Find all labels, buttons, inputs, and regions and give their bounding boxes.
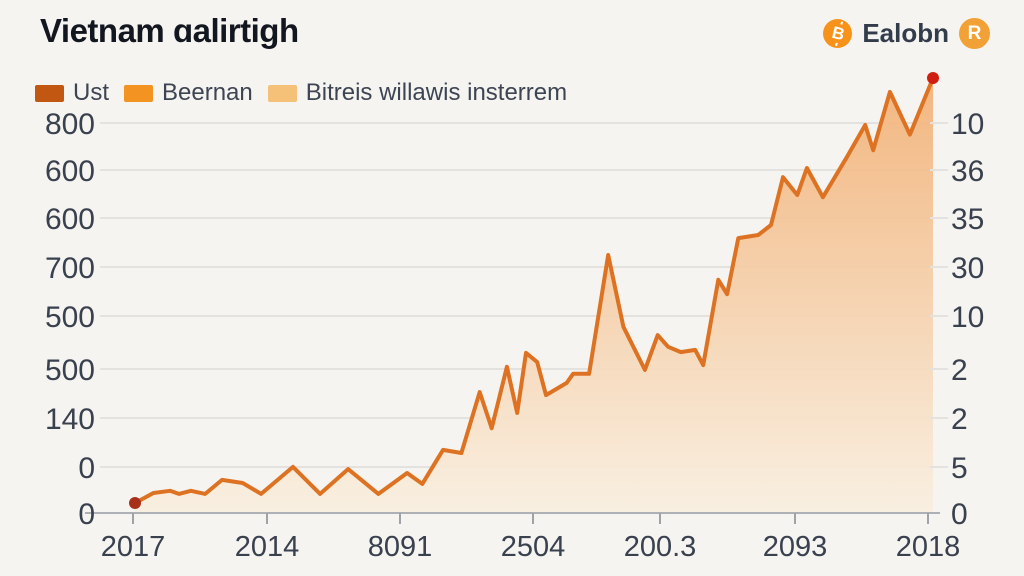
left-axis-label: 600	[45, 203, 95, 236]
right-axis-label: 2	[951, 354, 968, 387]
chart-legend: Ust Beernan Bitreis willawis insterrem	[35, 79, 567, 107]
legend-label: Beernan	[162, 79, 253, 106]
price-line	[133, 76, 935, 505]
right-axis-label: 35	[951, 203, 984, 236]
x-axis-label: 2093	[763, 531, 828, 563]
left-axis-label: 500	[45, 354, 95, 387]
left-axis-label: 600	[45, 155, 95, 188]
brand-name: Ealobn	[862, 18, 949, 48]
right-axis-label: 30	[951, 252, 984, 285]
x-axis-label: 2014	[235, 531, 300, 563]
right-axis-label: 5	[951, 452, 968, 485]
left-axis-label: 0	[78, 452, 95, 485]
legend-swatch-bitreis	[267, 84, 297, 102]
x-axis-label: 2017	[101, 531, 166, 563]
brand-cluster: B Ealobn R	[823, 18, 990, 49]
left-axis-label: 800	[45, 108, 95, 141]
legend-label: Ust	[73, 79, 109, 106]
start-point-marker	[129, 496, 141, 509]
x-axis-label: 2504	[501, 531, 566, 563]
r-badge-icon: R	[959, 18, 990, 49]
legend-label: Bitreis willawis insterrem	[305, 79, 568, 106]
header: Vietnam ɑalirtigh B Ealobn R	[40, 12, 990, 50]
area-fill	[135, 78, 933, 513]
right-axis-label: 10	[951, 108, 984, 141]
right-axis-label: 0	[951, 498, 968, 531]
x-axis-label: 2018	[896, 531, 961, 563]
bitcoin-glyph: B	[829, 22, 847, 44]
legend-swatch-ust	[35, 84, 64, 102]
legend-item: Bitreis willawis insterrem	[267, 79, 568, 107]
right-axis-label: 36	[951, 155, 984, 188]
page-title: Vietnam ɑalirtigh	[40, 12, 299, 49]
left-axis-label: 500	[45, 301, 95, 334]
left-axis-label: 700	[45, 252, 95, 285]
x-axis-label: 200.3	[624, 531, 697, 563]
legend-swatch-beernan	[124, 84, 153, 102]
right-axis-label: 10	[951, 301, 984, 334]
right-axis-label: 2	[951, 403, 968, 436]
bitcoin-icon: B	[823, 19, 853, 48]
legend-item: Beernan	[124, 79, 253, 107]
left-axis-label: 140	[45, 403, 95, 436]
left-axis-label: 0	[78, 498, 95, 531]
legend-item: Ust	[35, 79, 109, 107]
end-point-marker	[927, 72, 939, 84]
r-badge-glyph: R	[967, 22, 982, 44]
x-axis-label: 8091	[368, 531, 433, 563]
